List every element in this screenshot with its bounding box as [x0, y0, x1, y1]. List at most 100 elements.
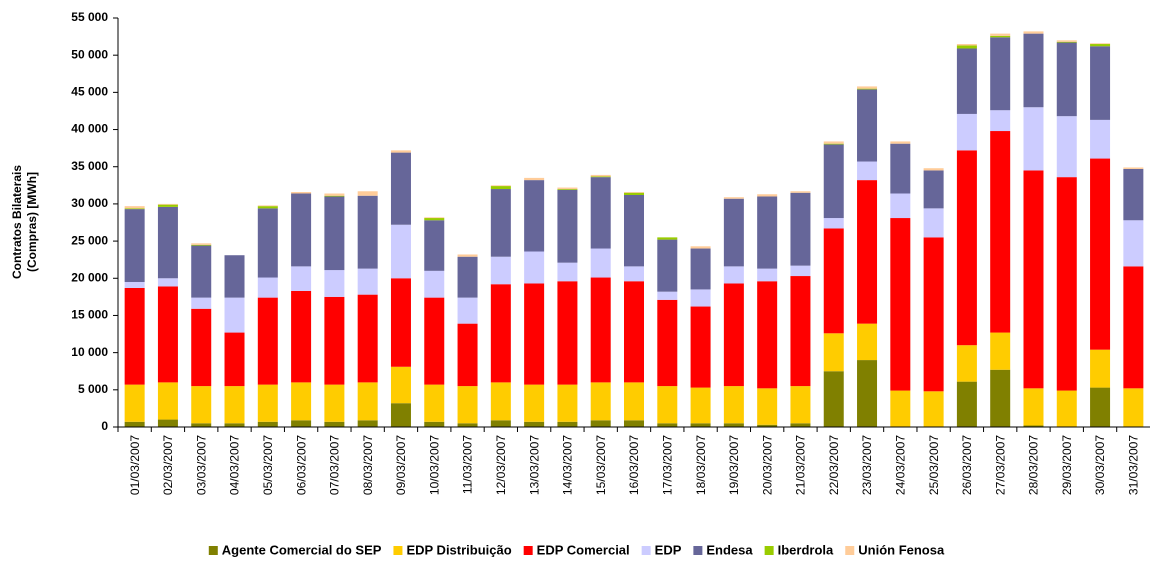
bar-segment: [790, 386, 811, 424]
bar-segment: [490, 185, 511, 187]
bar-segment: [457, 256, 478, 298]
bar-segment: [923, 168, 944, 171]
bar-segment: [357, 420, 378, 427]
bar-segment: [157, 286, 178, 383]
bar-segment: [590, 382, 611, 421]
bar-segment: [956, 45, 977, 49]
legend-label: Agente Comercial do SEP: [222, 542, 382, 557]
bar-segment: [390, 366, 411, 404]
bar-segment: [557, 281, 578, 385]
x-tick-label: 15/03/2007: [594, 435, 608, 495]
bar-segment: [757, 268, 778, 282]
bar-segment: [191, 423, 212, 427]
bar-segment: [723, 266, 744, 284]
legend-swatch: [845, 546, 855, 555]
bar-segment: [1056, 116, 1077, 178]
y-tick-label: 35 000: [71, 159, 108, 173]
bar-segment: [224, 332, 245, 387]
bar-segment: [857, 88, 878, 90]
x-tick-label: 07/03/2007: [328, 435, 342, 495]
bar-segment: [390, 403, 411, 427]
bar-segment: [157, 203, 178, 205]
bar-segment: [890, 218, 911, 391]
bar-segment: [1090, 119, 1111, 159]
bar-segment: [757, 196, 778, 269]
bar-segment: [723, 423, 744, 427]
x-tick-label: 16/03/2007: [627, 435, 641, 495]
bar-segment: [1023, 388, 1044, 426]
x-tick-label: 19/03/2007: [727, 435, 741, 495]
bar-segment: [524, 180, 545, 252]
y-tick-label: 25 000: [71, 233, 108, 247]
bar-segment: [1056, 41, 1077, 43]
bar-segment: [490, 284, 511, 383]
bar-segment: [124, 421, 145, 427]
y-tick-label: 55 000: [71, 10, 108, 24]
bar-segment: [690, 246, 711, 249]
bar-segment: [790, 191, 811, 193]
bar-segment: [457, 254, 478, 257]
legend-label: EDP Comercial: [537, 542, 630, 557]
legend-label: Unión Fenosa: [858, 542, 945, 557]
bar-segment: [857, 161, 878, 181]
y-tick-label: 45 000: [71, 85, 108, 99]
x-tick-label: 06/03/2007: [294, 435, 308, 495]
x-tick-label: 24/03/2007: [893, 435, 907, 495]
bar-segment: [890, 390, 911, 427]
bar-segment: [390, 278, 411, 367]
x-tick-label: 05/03/2007: [261, 435, 275, 495]
bar-segment: [557, 384, 578, 422]
bar-segment: [224, 423, 245, 427]
bar-segment: [823, 143, 844, 145]
bar-segment: [1023, 33, 1044, 108]
x-tick-label: 28/03/2007: [1027, 435, 1041, 495]
bar-segment: [191, 386, 212, 424]
bar-segment: [457, 323, 478, 387]
legend-label: EDP: [655, 542, 682, 557]
legend: Agente Comercial do SEP EDP Distribuição E…: [208, 542, 945, 557]
bar-segment: [490, 256, 511, 285]
bar-segment: [357, 294, 378, 383]
y-tick-label: 40 000: [71, 122, 108, 136]
bar-segment: [224, 297, 245, 333]
x-tick-label: 09/03/2007: [394, 435, 408, 495]
bar-segment: [757, 424, 778, 427]
bar-segment: [624, 192, 644, 195]
bar-segment: [857, 86, 878, 89]
bar-segment: [990, 33, 1011, 36]
bar-segment: [257, 421, 278, 427]
bar-segment: [324, 270, 345, 297]
bar-segment: [191, 245, 212, 298]
bar-segment: [390, 150, 411, 153]
bar-segment: [457, 423, 478, 427]
bar-segment: [557, 189, 578, 190]
x-tick-label: 12/03/2007: [494, 435, 508, 495]
bar-segment: [1090, 349, 1111, 388]
legend-swatch: [693, 546, 703, 555]
bar-segment: [923, 208, 944, 238]
x-tick-label: 20/03/2007: [760, 435, 774, 495]
legend-label: Iberdrola: [778, 542, 834, 557]
bar-segment: [590, 420, 611, 427]
bar-segment: [1090, 158, 1111, 350]
bar-segment: [524, 283, 545, 385]
bar-segment: [757, 281, 778, 389]
bar-segment: [1123, 388, 1144, 427]
y-tick-label: 20 000: [71, 270, 108, 284]
x-tick-label: 11/03/2007: [461, 435, 475, 494]
bar-segment: [324, 193, 345, 196]
bar-segment: [1056, 390, 1077, 427]
bar-segment: [424, 270, 445, 298]
bar-segment: [490, 420, 511, 427]
bar-segment: [956, 345, 977, 382]
bar-segment: [723, 283, 744, 387]
bar-segment: [557, 262, 578, 282]
bar-segment: [823, 144, 844, 219]
bar-segment: [424, 218, 445, 221]
bar-segment: [1123, 266, 1144, 389]
bar-segment: [1056, 40, 1077, 42]
bar-segment: [257, 384, 278, 422]
bar-segment: [291, 290, 312, 383]
bar-segment: [624, 382, 644, 421]
bar-segment: [690, 306, 711, 388]
